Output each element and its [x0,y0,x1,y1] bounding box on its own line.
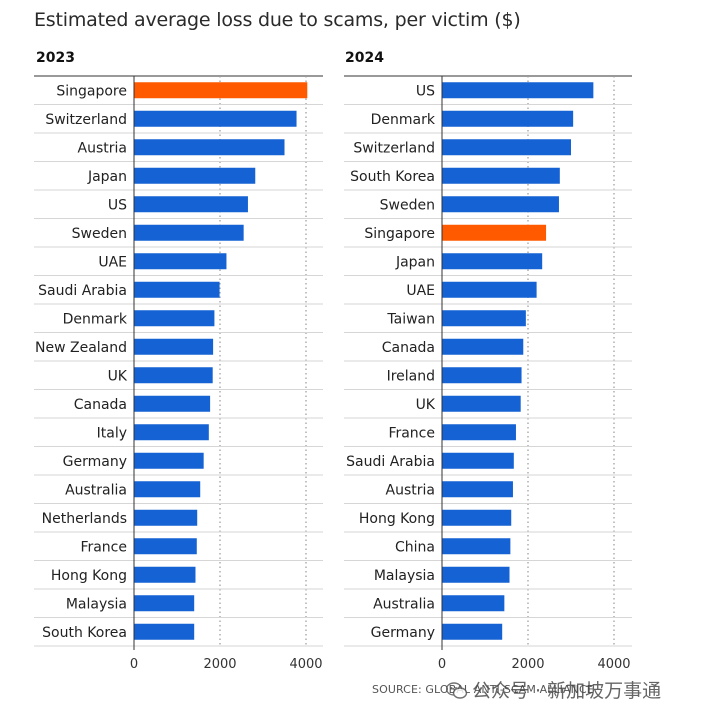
bar-australia [134,481,201,498]
bar-uk [134,367,213,384]
bar-austria [134,139,285,156]
category-label-us: US [108,197,127,213]
category-label-netherlands: Netherlands [42,511,127,527]
bar-switzerland [442,139,571,156]
category-label-switzerland: Switzerland [45,112,127,128]
category-label-new-zealand: New Zealand [35,340,127,356]
bar-france [134,538,197,555]
category-label-austria: Austria [78,140,127,156]
category-label-france: France [388,425,435,441]
bar-malaysia [442,566,510,583]
category-label-singapore: Singapore [364,226,435,242]
category-label-italy: Italy [97,425,127,441]
bar-ireland [442,367,522,384]
category-label-south-korea: South Korea [350,169,435,185]
bar-france [442,424,516,441]
panel-title-2023: 2023 [36,50,75,66]
bar-south-korea [442,167,560,184]
bar-malaysia [134,595,195,612]
category-label-taiwan: Taiwan [386,311,435,327]
category-label-south-korea: South Korea [42,625,127,641]
bar-austria [442,481,513,498]
bar-uae [442,281,537,298]
category-label-ireland: Ireland [387,368,435,384]
x-tick-label-2000: 2000 [511,657,544,672]
category-label-germany: Germany [63,454,127,470]
bar-us [442,82,594,99]
x-tick-label-0: 0 [130,657,138,672]
bar-denmark [134,310,215,327]
source-note: SOURCE: GLOBAL ANTI-SCAM ALLIANCE [372,683,594,696]
bar-canada [442,338,524,355]
category-label-switzerland: Switzerland [353,140,435,156]
bar-sweden [442,196,559,213]
panel-title-2024: 2024 [345,50,384,66]
x-tick-label-4000: 4000 [289,657,322,672]
category-label-france: France [80,539,127,555]
bar-sweden [134,224,244,241]
bar-hong-kong [442,509,512,526]
bar-singapore [442,224,547,241]
category-label-us: US [416,83,435,99]
bar-italy [134,424,209,441]
bar-canada [134,395,211,412]
category-label-saudi-arabia: Saudi Arabia [38,283,127,299]
category-label-denmark: Denmark [63,311,128,327]
category-label-canada: Canada [74,397,127,413]
bar-hong-kong [134,566,196,583]
category-label-canada: Canada [382,340,435,356]
bar-switzerland [134,110,297,127]
category-label-sweden: Sweden [72,226,127,242]
category-label-denmark: Denmark [371,112,436,128]
bar-new-zealand [134,338,214,355]
category-label-malaysia: Malaysia [374,568,435,584]
wechat-icon [446,682,468,699]
bar-china [442,538,511,555]
bar-japan [134,167,256,184]
bar-japan [442,253,543,270]
bar-denmark [442,110,574,127]
category-label-hong-kong: Hong Kong [51,568,127,584]
category-label-japan: Japan [395,254,435,270]
bar-uk [442,395,521,412]
bar-saudi-arabia [442,452,514,469]
category-label-japan: Japan [87,169,127,185]
category-label-sweden: Sweden [380,197,435,213]
chart-title: Estimated average loss due to scams, per… [34,9,521,31]
watermark-text: 公众号 · 新加坡万事通 [472,680,662,702]
watermark: 公众号 · 新加坡万事通 [446,676,661,703]
bar-netherlands [134,509,198,526]
category-label-uae: UAE [406,283,435,299]
bar-uae [134,253,227,270]
category-label-malaysia: Malaysia [66,596,127,612]
category-label-singapore: Singapore [56,83,127,99]
bar-saudi-arabia [134,281,220,298]
category-label-uk: UK [108,368,128,384]
bar-singapore [134,82,308,99]
x-tick-label-0: 0 [438,657,446,672]
bar-taiwan [442,310,526,327]
category-label-uk: UK [416,397,436,413]
category-label-china: China [395,539,435,555]
bar-south-korea [134,623,195,640]
bar-germany [134,452,204,469]
category-label-australia: Australia [373,596,435,612]
bar-us [134,196,248,213]
category-label-uae: UAE [98,254,127,270]
category-label-australia: Australia [65,482,127,498]
x-tick-label-4000: 4000 [597,657,630,672]
category-label-hong-kong: Hong Kong [359,511,435,527]
x-tick-label-2000: 2000 [203,657,236,672]
category-label-austria: Austria [386,482,435,498]
bar-germany [442,623,503,640]
bar-australia [442,595,505,612]
category-label-saudi-arabia: Saudi Arabia [346,454,435,470]
category-label-germany: Germany [371,625,435,641]
